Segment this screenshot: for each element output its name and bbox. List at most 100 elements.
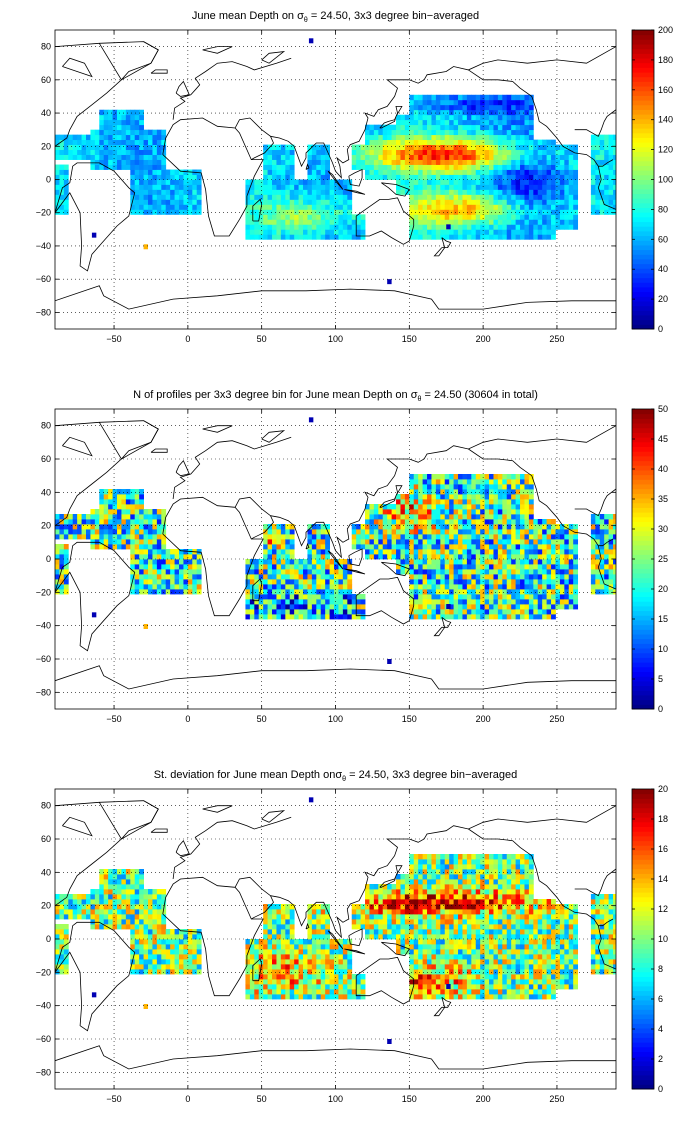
- heat-cell: [134, 169, 140, 175]
- heat-cell: [103, 489, 109, 495]
- heat-cell: [418, 519, 423, 525]
- heat-cell: [511, 569, 517, 575]
- heat-cell: [334, 574, 339, 580]
- heat-cell: [130, 934, 136, 940]
- heat-cell: [329, 219, 335, 225]
- heat-cell: [285, 584, 291, 590]
- heat-cell: [382, 174, 388, 180]
- heat-cell: [143, 569, 149, 575]
- heat-cell: [427, 184, 432, 190]
- heat-cell: [435, 604, 441, 610]
- heat-cell: [99, 494, 105, 500]
- heat-cell: [444, 169, 450, 175]
- heat-cell: [86, 894, 91, 900]
- heat-cell: [272, 954, 277, 960]
- heat-cell: [263, 964, 268, 970]
- heat-cell: [502, 474, 508, 480]
- heat-cell: [440, 564, 446, 570]
- heat-cell: [440, 584, 446, 590]
- heat-cell: [506, 194, 512, 200]
- heat-cell: [63, 934, 69, 940]
- heat-cell: [117, 924, 122, 930]
- heat-cell: [356, 539, 361, 545]
- heat-cell: [604, 194, 610, 200]
- heat-cell: [369, 144, 375, 150]
- heat-cell: [475, 504, 481, 510]
- heat-cell: [471, 539, 477, 545]
- heat-cell: [130, 559, 136, 565]
- heat-cell: [130, 159, 136, 165]
- heat-cell: [573, 174, 579, 180]
- heat-cell: [489, 489, 494, 495]
- heat-cell: [121, 124, 127, 131]
- heat-cell: [254, 594, 260, 600]
- heat-cell: [542, 189, 548, 195]
- heat-cell: [134, 174, 140, 180]
- heat-cell: [511, 219, 517, 225]
- heat-cell: [475, 479, 481, 485]
- heat-cell: [342, 609, 348, 615]
- heat-cell: [404, 499, 410, 505]
- heat-cell: [590, 144, 596, 150]
- heat-cell: [613, 524, 616, 530]
- colorbar-segment: [632, 690, 654, 696]
- heat-cell: [285, 149, 291, 155]
- heat-cell: [143, 199, 149, 205]
- coastline: [327, 170, 344, 190]
- heat-cell: [484, 609, 490, 615]
- colorbar-segment: [632, 165, 654, 171]
- heat-cell: [515, 479, 521, 485]
- heat-cell: [192, 934, 198, 940]
- heat-cell: [440, 194, 446, 200]
- heat-cell: [59, 524, 65, 530]
- heat-cell: [139, 564, 144, 570]
- heat-cell: [134, 549, 140, 555]
- heat-cell: [152, 204, 158, 210]
- heat-cell: [506, 224, 512, 230]
- x-tick-label: 0: [185, 334, 190, 344]
- colorbar-tick-label: 10: [658, 644, 668, 654]
- heat-cell: [493, 194, 499, 200]
- heat-cell: [475, 169, 481, 175]
- heat-cell: [533, 234, 539, 240]
- heat-cell: [497, 169, 503, 175]
- colorbar-segment: [632, 643, 654, 649]
- heat-cell: [506, 569, 512, 575]
- heat-cell: [409, 599, 415, 605]
- heat-cell: [409, 544, 415, 550]
- chart-title: N of profiles per 3x3 degree bin for Jun…: [133, 389, 538, 403]
- heat-cell: [453, 579, 459, 585]
- heat-cell: [484, 179, 490, 185]
- heat-cell: [551, 234, 556, 240]
- heat-cell: [520, 139, 525, 146]
- heat-cell: [608, 569, 614, 575]
- heat-cell: [466, 574, 472, 580]
- heat-cell: [280, 944, 286, 950]
- heat-cell: [520, 99, 525, 106]
- heat-cell: [272, 154, 277, 160]
- heat-cell: [369, 134, 375, 141]
- heat-cell: [81, 524, 87, 530]
- heat-cell: [542, 569, 548, 575]
- heat-cell: [307, 234, 313, 240]
- heat-cell: [272, 924, 277, 930]
- heat-cell: [249, 224, 255, 230]
- heat-cell: [458, 209, 463, 215]
- heat-cell: [444, 524, 450, 530]
- heat-cell: [356, 534, 361, 540]
- heat-cell: [551, 544, 556, 550]
- heat-cell: [564, 144, 570, 150]
- heat-cell: [502, 494, 508, 500]
- heat-cell: [418, 189, 423, 195]
- colorbar-segment: [632, 657, 654, 663]
- colorbar-segment: [632, 235, 654, 241]
- colorbar-tick-label: 80: [658, 204, 668, 214]
- heat-cell: [520, 114, 525, 121]
- heat-cell: [475, 604, 481, 610]
- heat-cell: [94, 524, 100, 530]
- heat-cell: [453, 194, 459, 200]
- heat-cell: [161, 949, 167, 955]
- heat-cell: [462, 154, 468, 160]
- heat-cell: [338, 589, 344, 595]
- heat-cell: [55, 589, 60, 595]
